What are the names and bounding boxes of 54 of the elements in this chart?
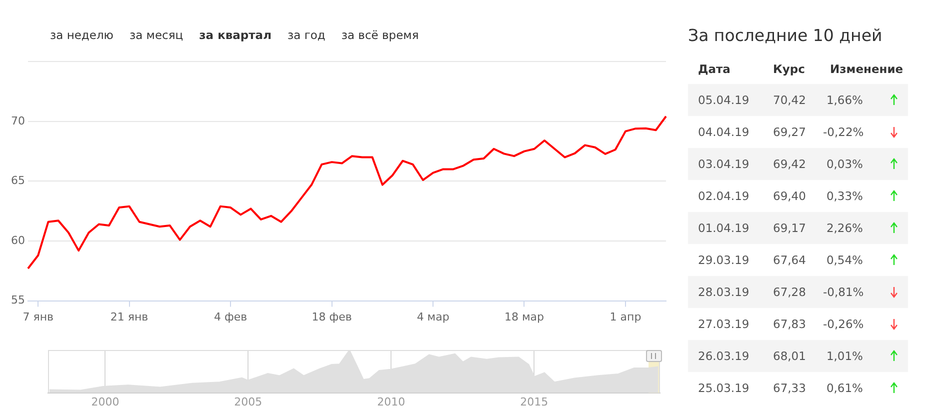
text: За последние 10 дней <box>688 25 884 47</box>
y-tick-label: 70 <box>10 114 25 128</box>
x-tick-label: 4 мар <box>416 310 450 324</box>
text: Курс <box>773 62 805 76</box>
x-tick-label: 2015 <box>520 395 548 408</box>
text: 26.03.19 <box>698 349 750 363</box>
text: 67,83 <box>773 317 807 331</box>
text: 69,42 <box>773 157 807 171</box>
text: 0,33% <box>825 189 863 203</box>
text: за год <box>288 28 326 42</box>
text: 67,33 <box>773 381 807 395</box>
x-tick-label: 18 фев <box>312 310 352 324</box>
text: 69,27 <box>773 125 807 139</box>
text: 02.04.19 <box>698 189 750 203</box>
text: 2,26% <box>825 221 863 235</box>
text: -0,26% <box>823 317 864 331</box>
text: 27.03.19 <box>698 317 750 331</box>
text: 01.04.19 <box>698 221 750 235</box>
y-tick-label: 60 <box>10 234 25 247</box>
text: 0,03% <box>825 157 863 171</box>
text: -0,81% <box>823 285 864 299</box>
text: 29.03.19 <box>698 253 750 267</box>
y-tick-label: 55 <box>10 294 25 307</box>
text: 67,28 <box>773 285 807 299</box>
text: -0,22% <box>823 125 864 139</box>
text: за всё время <box>341 28 419 42</box>
text: 28.03.19 <box>698 285 750 299</box>
text: 69,40 <box>773 189 807 203</box>
x-tick-label: 7 янв <box>22 310 54 324</box>
x-tick-label: 18 мар <box>504 310 544 324</box>
x-tick-label: 2010 <box>377 395 406 408</box>
x-tick-label: 4 фев <box>214 310 248 324</box>
x-tick-label: 2000 <box>91 395 120 408</box>
text: 0,61% <box>825 381 863 395</box>
x-tick-label: 21 янв <box>110 310 148 324</box>
text: 1,01% <box>825 349 863 363</box>
y-tick-label: 65 <box>10 174 25 188</box>
x-tick-label: 2005 <box>234 395 262 408</box>
text: за квартал <box>199 28 272 42</box>
text: Дата <box>698 62 730 76</box>
text: 05.04.19 <box>698 93 750 107</box>
text: 68,01 <box>773 349 807 363</box>
text: за неделю <box>50 28 114 42</box>
text: 1,66% <box>825 93 863 107</box>
text: Изменение <box>830 62 904 76</box>
x-tick-label: 1 апр <box>610 310 642 324</box>
text: 25.03.19 <box>698 381 750 395</box>
text: 67,64 <box>773 253 807 267</box>
text: 69,17 <box>773 221 807 235</box>
text: 0,54% <box>825 253 863 267</box>
text: за месяц <box>129 28 184 42</box>
text: 70,42 <box>773 93 807 107</box>
text: 03.04.19 <box>698 157 750 171</box>
text: 04.04.19 <box>698 125 750 139</box>
